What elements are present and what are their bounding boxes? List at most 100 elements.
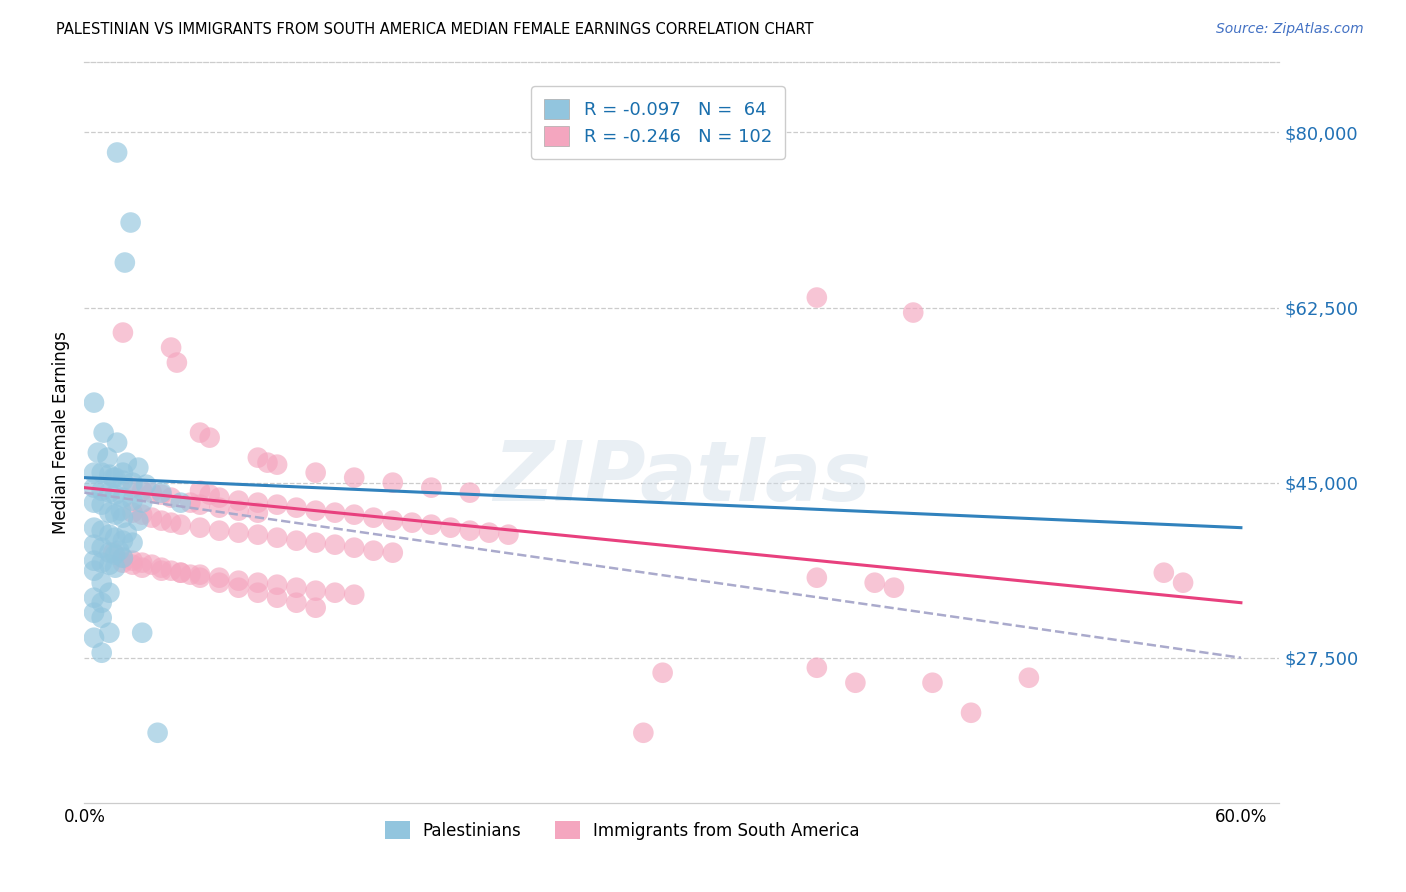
Point <box>246 527 269 541</box>
Point <box>121 506 143 520</box>
Point <box>98 527 121 541</box>
Point <box>115 456 138 470</box>
Point <box>83 606 105 620</box>
Point <box>121 493 143 508</box>
Point <box>363 510 385 524</box>
Point <box>127 460 149 475</box>
Point <box>150 485 173 500</box>
Point <box>208 575 231 590</box>
Point <box>160 516 183 530</box>
Text: ZIPatlas: ZIPatlas <box>494 436 870 517</box>
Point <box>105 145 128 160</box>
Point <box>420 517 443 532</box>
Point <box>343 470 366 484</box>
Point <box>83 631 105 645</box>
Point <box>103 470 125 484</box>
Point <box>285 533 308 548</box>
Point <box>98 585 121 599</box>
Point <box>228 503 250 517</box>
Point <box>104 508 127 522</box>
Point <box>188 521 211 535</box>
Point <box>98 467 121 482</box>
Point <box>111 550 134 565</box>
Point <box>131 560 153 574</box>
Point <box>381 546 404 560</box>
Point <box>170 566 193 580</box>
Point <box>121 558 143 572</box>
Point <box>150 560 173 574</box>
Point <box>90 498 112 512</box>
Point <box>343 588 366 602</box>
Point <box>305 466 328 480</box>
Point <box>844 675 866 690</box>
Point <box>179 496 201 510</box>
Point <box>121 475 143 490</box>
Point <box>246 585 269 599</box>
Point <box>90 556 112 570</box>
Point <box>111 474 134 488</box>
Text: PALESTINIAN VS IMMIGRANTS FROM SOUTH AMERICA MEDIAN FEMALE EARNINGS CORRELATION : PALESTINIAN VS IMMIGRANTS FROM SOUTH AME… <box>56 22 814 37</box>
Point <box>198 488 221 502</box>
Point <box>458 485 481 500</box>
Point <box>146 725 169 739</box>
Point <box>115 525 138 540</box>
Point <box>188 425 211 440</box>
Point <box>121 554 143 568</box>
Point <box>90 596 112 610</box>
Point <box>266 498 288 512</box>
Point <box>323 538 346 552</box>
Point <box>285 581 308 595</box>
Point <box>131 556 153 570</box>
Point <box>170 496 193 510</box>
Point <box>110 503 132 517</box>
Point <box>921 675 943 690</box>
Point <box>121 481 143 495</box>
Point <box>114 255 136 269</box>
Point <box>208 524 231 538</box>
Point <box>105 435 128 450</box>
Point <box>141 558 163 572</box>
Point <box>478 525 501 540</box>
Point <box>228 525 250 540</box>
Point <box>188 567 211 582</box>
Point <box>903 305 925 319</box>
Point <box>188 571 211 585</box>
Point <box>83 496 105 510</box>
Point <box>208 500 231 515</box>
Point <box>160 491 183 505</box>
Point <box>1171 575 1194 590</box>
Point <box>141 485 163 500</box>
Point <box>98 625 121 640</box>
Point <box>806 291 828 305</box>
Point <box>458 524 481 538</box>
Point <box>141 510 163 524</box>
Point <box>111 556 134 570</box>
Point <box>83 466 105 480</box>
Point <box>108 543 131 558</box>
Point <box>228 581 250 595</box>
Point <box>96 450 118 465</box>
Point <box>305 583 328 598</box>
Point <box>90 541 112 555</box>
Point <box>83 591 105 605</box>
Point <box>228 493 250 508</box>
Point <box>498 527 520 541</box>
Point <box>131 508 153 522</box>
Point <box>246 506 269 520</box>
Point <box>104 531 127 545</box>
Point <box>323 585 346 599</box>
Point <box>305 503 328 517</box>
Point <box>111 533 134 548</box>
Point <box>90 483 112 498</box>
Point <box>208 491 231 505</box>
Point <box>90 646 112 660</box>
Point <box>420 481 443 495</box>
Point <box>98 485 121 500</box>
Point <box>87 445 110 459</box>
Legend: Palestinians, Immigrants from South America: Palestinians, Immigrants from South Amer… <box>378 814 866 847</box>
Point <box>806 661 828 675</box>
Point <box>111 491 134 505</box>
Point <box>208 571 231 585</box>
Point <box>131 483 153 498</box>
Point <box>83 481 105 495</box>
